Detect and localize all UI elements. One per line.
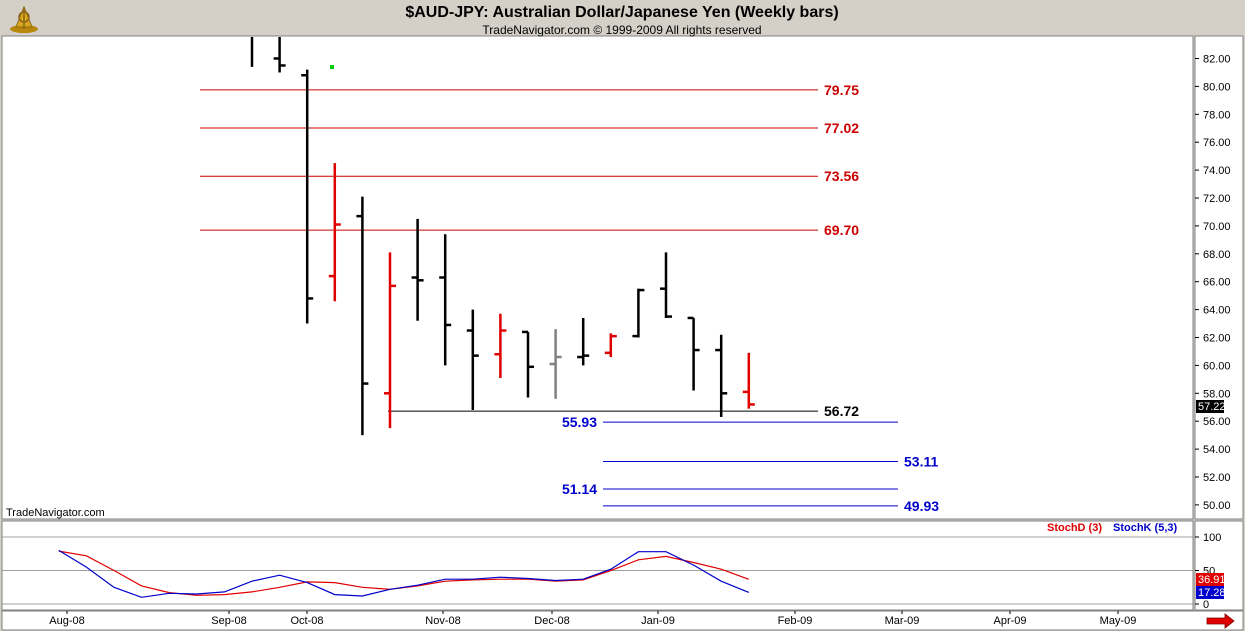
price-levels: 79.75 77.02 73.56 69.70 56.72 55.93 53.11 51.14… [200,82,939,514]
price-tick-label: 56.00 [1203,416,1231,428]
ohlc-bar [328,163,341,302]
price-tick-label: 52.00 [1203,472,1231,484]
ship-wheel-logo-icon [10,5,38,33]
level-label-resistance: 69.70 [824,222,859,238]
time-axis: Aug-08 Sep-08 Oct-08 Nov-08 Dec-08 Jan-09 Feb-… [49,611,1136,627]
price-tick-label: 80.00 [1203,81,1231,93]
time-tick-label: Dec-08 [534,615,569,627]
price-tick-label: 66.00 [1203,277,1231,289]
ohlc-bar [466,309,479,411]
ohlc-bar [577,317,590,366]
ohlc-bar [660,252,672,318]
level-label-projection: 51.14 [562,481,597,497]
last-price-value: 57.22 [1198,401,1226,413]
price-tick-label: 78.00 [1203,109,1231,121]
time-tick-label: Aug-08 [49,615,84,627]
stoch-d-last-value: 36.91 [1198,574,1226,586]
ohlc-bar [356,196,369,436]
ohlc-bar [439,234,452,366]
price-tick-label: 54.00 [1203,444,1231,456]
red-arrow-right-icon[interactable] [1206,613,1235,629]
price-tick-label: 70.00 [1203,221,1231,233]
price-tick-label: 60.00 [1203,360,1231,372]
price-tick-label: 72.00 [1203,193,1231,205]
legend-stoch-d: StochD (3) [1047,522,1102,534]
level-label-support: 56.72 [824,403,859,419]
price-axis: 82.00 80.00 78.00 76.00 74.00 72.00 70.00 68.00… [1195,54,1231,512]
time-tick-label: Apr-09 [993,615,1026,627]
stoch-tick-label: 100 [1203,532,1221,544]
time-axis-panel [1,610,1244,631]
ohlc-bar [604,333,617,358]
price-axis-panel [1194,35,1244,520]
price-tick-label: 64.00 [1203,305,1231,317]
stochastic-pane [1,520,1194,611]
ohlc-bar [742,352,755,409]
watermark-text: TradeNavigator.com [6,507,105,519]
price-tick-label: 58.00 [1203,388,1231,400]
level-label-resistance: 77.02 [824,120,859,136]
ohlc-bar [384,252,396,429]
price-tick-label: 68.00 [1203,249,1231,261]
time-tick-label: Jan-09 [641,615,675,627]
price-tick-label: 74.00 [1203,165,1231,177]
legend-stoch-k: StochK (5,3) [1113,522,1178,534]
level-label-projection: 49.93 [904,498,939,514]
ohlc-bar [687,316,700,391]
ohlc-bar [411,218,424,321]
ohlc-bar [494,313,507,378]
stoch-k-last-value: 17.28 [1198,587,1226,599]
level-label-resistance: 79.75 [824,82,859,98]
signal-marker [330,65,334,69]
ohlc-bar [301,69,314,324]
price-tick-label: 50.00 [1203,500,1231,512]
level-label-projection: 53.11 [904,454,938,470]
last-price-tag [1196,400,1224,413]
level-label-resistance: 73.56 [824,168,859,184]
stoch-k-last-tag [1196,586,1224,599]
ohlc-bar [549,329,562,399]
time-tick-label: Nov-08 [425,615,460,627]
time-tick-label: Feb-09 [778,615,813,627]
ohlc-bar [715,334,728,418]
level-label-projection: 55.93 [562,414,597,430]
price-tick-label: 82.00 [1203,54,1231,66]
chart-subtitle: TradeNavigator.com © 1999-2009 All right… [482,23,761,37]
stoch-d-last-tag [1196,573,1224,586]
time-tick-label: Sep-08 [211,615,246,627]
stoch-tick-label: 0 [1203,599,1209,611]
ohlc-bar [273,37,286,73]
stochastic-lines [58,549,750,598]
price-tick-label: 76.00 [1203,137,1231,149]
time-tick-label: Mar-09 [885,615,920,627]
chart-title: $AUD-JPY: Australian Dollar/Japanese Yen… [405,4,838,21]
ohlc-bar [522,330,534,398]
ohlc-bar [632,288,645,338]
time-tick-label: May-09 [1100,615,1137,627]
price-pane [1,35,1194,520]
ohlc-bars [250,37,755,436]
time-tick-label: Oct-08 [290,615,323,627]
stoch-k-line [58,549,750,598]
price-tick-label: 62.00 [1203,333,1231,345]
